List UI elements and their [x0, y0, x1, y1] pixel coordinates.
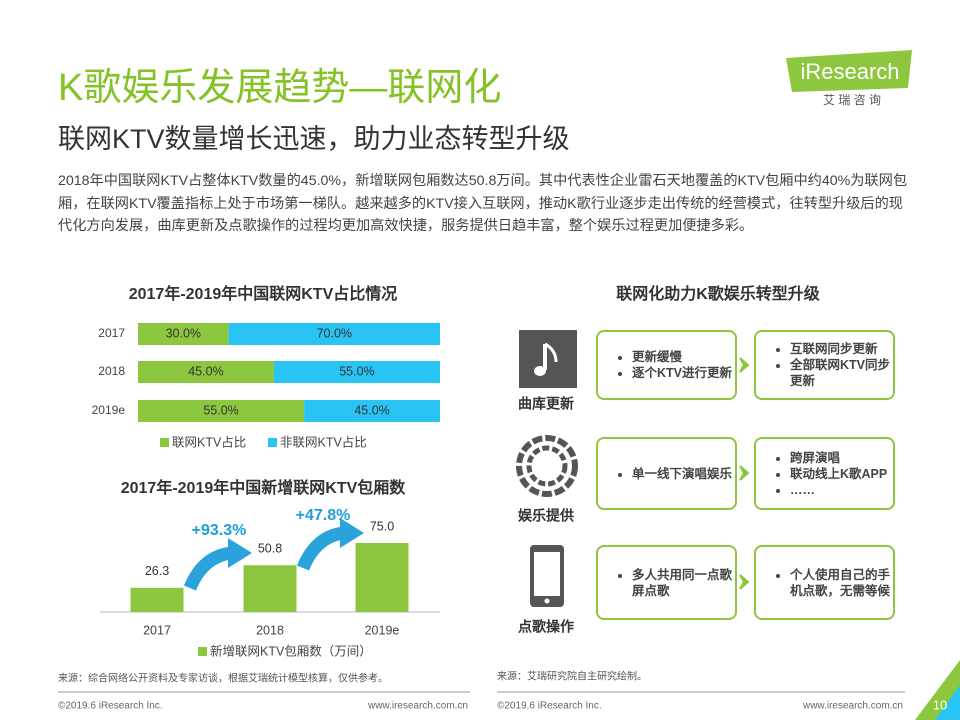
- bar-segment: [273, 361, 440, 383]
- bar: [130, 587, 184, 612]
- annotation: +93.3%: [192, 522, 247, 539]
- legend-label: 新增联网KTV包厢数（万间）: [210, 643, 372, 658]
- annotation: +47.8%: [296, 507, 351, 524]
- bullet: 单一线下演唱娱乐: [632, 466, 735, 482]
- growth-arrow-head: [228, 538, 252, 568]
- bullet: 多人共用同一点歌屏点歌: [632, 567, 735, 599]
- subtitle: 联网KTV数量增长迅速，助力业态转型升级: [58, 124, 570, 154]
- icon-music: [519, 330, 577, 388]
- growth-arrow: [183, 546, 234, 591]
- bullet: 跨屏演唱: [790, 450, 893, 466]
- x-tick-label: 2017: [143, 623, 171, 637]
- bullet-list: 个人使用自己的手机点歌，无需等候: [756, 567, 893, 599]
- bullet: 全部联网KTV同步更新: [790, 357, 893, 389]
- icon-phone-button: [544, 598, 550, 604]
- x-tick-label: 2019e: [365, 623, 400, 637]
- summary: 2018年中国联网KTV占整体KTV数量的45.0%，新增联网包厢数达50.8万…: [58, 173, 908, 234]
- y-tick-label: 2017: [98, 326, 125, 340]
- bullet-list: 多人共用同一点歌屏点歌: [598, 567, 735, 599]
- copyright: ©2019.6 iResearch Inc.: [497, 701, 602, 712]
- bullet: 更新缓慢: [632, 349, 735, 365]
- icon-ring: [516, 435, 578, 497]
- bullet-list: 跨屏演唱联动线上K歌APP……: [756, 450, 893, 498]
- diagram-box: 互联网同步更新全部联网KTV同步更新: [754, 330, 895, 400]
- chart-title: 2017年-2019年中国联网KTV占比情况: [129, 284, 398, 303]
- value-label: 26.3: [145, 564, 169, 578]
- diagram-box: 单一线下演唱娱乐: [596, 437, 737, 510]
- value-label: 45.0%: [188, 364, 223, 378]
- chevron: [739, 465, 750, 481]
- source: 来源：艾瑞研究院自主研究绘制。: [497, 670, 647, 683]
- bullet: 互联网同步更新: [790, 341, 893, 357]
- page-number: 10: [933, 697, 947, 712]
- value-label: 30.0%: [166, 326, 201, 340]
- bar-segment: [228, 323, 440, 345]
- icon-ring: [526, 445, 568, 487]
- diagram-box: 跨屏演唱联动线上K歌APP……: [754, 437, 895, 510]
- bullet-list: 单一线下演唱娱乐: [598, 466, 735, 482]
- row-label: 曲库更新: [518, 396, 574, 412]
- bar-segment: [138, 400, 305, 422]
- logo-cn: 艾 瑞 咨 询: [823, 92, 881, 107]
- value-label: 70.0%: [317, 326, 352, 340]
- legend-swatch: [160, 438, 169, 447]
- legend-swatch: [198, 647, 207, 656]
- diagram-box: 多人共用同一点歌屏点歌: [596, 545, 737, 620]
- x-tick-label: 2018: [256, 623, 284, 637]
- icon-music-head: [534, 366, 546, 376]
- bar: [243, 565, 297, 612]
- bullet-list: 更新缓慢逐个KTV进行更新: [598, 349, 735, 381]
- growth-arrow: [296, 526, 346, 571]
- bar-segment: [138, 323, 229, 345]
- chart-title: 2017年-2019年中国新增联网KTV包厢数: [121, 478, 407, 497]
- bullet-list: 互联网同步更新全部联网KTV同步更新: [756, 341, 893, 389]
- diagram-title: 联网化助力K歌娱乐转型升级: [616, 284, 821, 303]
- legend-swatch: [268, 438, 277, 447]
- legend-label: 非联网KTV占比: [280, 434, 367, 449]
- value-label: 45.0%: [354, 403, 389, 417]
- bar-segment: [138, 361, 274, 383]
- bullet: ……: [790, 482, 893, 498]
- corner: [935, 685, 960, 720]
- growth-arrow-head: [340, 518, 364, 548]
- url: www.iresearch.com.cn: [367, 701, 468, 712]
- legend-label: 联网KTV占比: [172, 434, 246, 449]
- icon-music-flag: [544, 342, 558, 363]
- value-label: 55.0%: [339, 364, 374, 378]
- bullet: 逐个KTV进行更新: [632, 365, 735, 381]
- title: K歌娱乐发展趋势—联网化: [58, 67, 502, 109]
- chevron: [739, 357, 750, 373]
- value-label: 75.0: [370, 519, 394, 533]
- diagram-box: 个人使用自己的手机点歌，无需等候: [754, 545, 895, 620]
- chevron: [739, 574, 750, 590]
- bullet: 联动线上K歌APP: [790, 466, 893, 482]
- y-tick-label: 2018: [98, 364, 125, 378]
- icon-phone-screen: [534, 552, 560, 596]
- row-label: 点歌操作: [518, 619, 574, 635]
- value-label: 55.0%: [203, 403, 238, 417]
- value-label: 50.8: [258, 542, 282, 556]
- row-label: 娱乐提供: [518, 508, 574, 524]
- diagram-box: 更新缓慢逐个KTV进行更新: [596, 330, 737, 400]
- source: 来源：综合网络公开资料及专家访谈，根据艾瑞统计模型核算，仅供参考。: [58, 672, 388, 685]
- url: www.iresearch.com.cn: [802, 701, 903, 712]
- y-tick-label: 2019e: [92, 403, 126, 417]
- bullet: 个人使用自己的手机点歌，无需等候: [790, 567, 893, 599]
- bar: [355, 543, 409, 612]
- logo: iResearch: [800, 59, 899, 84]
- bar-segment: [304, 400, 440, 422]
- copyright: ©2019.6 iResearch Inc.: [58, 701, 163, 712]
- logo-shape: [786, 50, 912, 92]
